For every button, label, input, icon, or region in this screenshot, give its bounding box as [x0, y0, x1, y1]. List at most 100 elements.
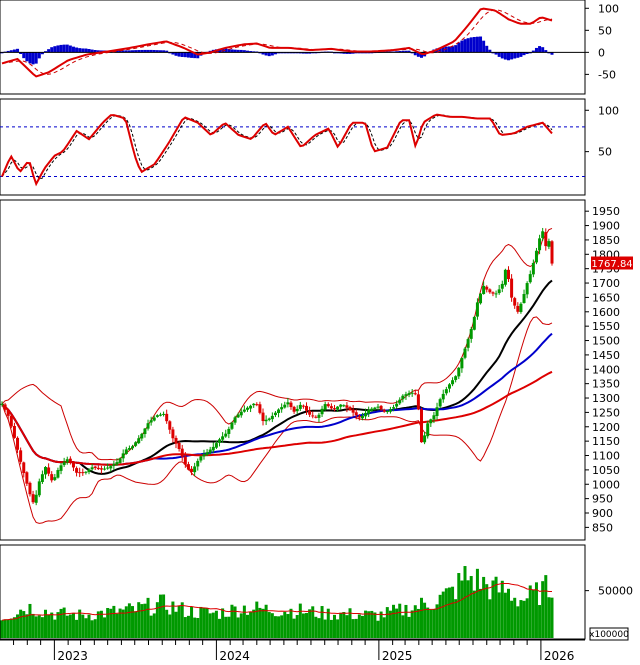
macd-hist-bar — [444, 46, 448, 53]
volume-bar — [155, 602, 159, 638]
macd-hist-bar — [513, 52, 517, 59]
macd-hist-bar — [249, 51, 253, 53]
candle-body — [320, 408, 324, 415]
candle-body — [75, 468, 79, 473]
volume-bar — [146, 597, 150, 638]
volume-bar — [239, 613, 243, 638]
macd-hist-bar — [270, 52, 274, 56]
candle-body — [115, 462, 119, 465]
volume-bar — [230, 604, 234, 638]
volume-bar — [364, 610, 368, 638]
volume-bar — [258, 607, 262, 638]
macd-hist-bar — [345, 52, 349, 54]
candle-body — [525, 283, 529, 295]
candle-body — [494, 293, 498, 295]
macd-hist-bar — [252, 51, 256, 53]
volume-bar — [370, 610, 374, 638]
macd-hist-bar — [469, 37, 473, 53]
macd-hist-bar — [118, 50, 122, 53]
candle-body — [165, 413, 169, 422]
volume-bar — [174, 611, 178, 638]
candle-body — [171, 429, 175, 439]
candle-body — [444, 389, 448, 394]
volume-bar — [345, 615, 349, 638]
volume-bar — [165, 609, 169, 638]
macd-hist-bar — [162, 50, 166, 53]
macd-hist-bar — [121, 50, 125, 53]
volume-unit-label: x100000 — [589, 630, 629, 640]
volume-bar — [221, 608, 225, 638]
x-tick-label: 2023 — [57, 649, 88, 663]
macd-hist-bar — [482, 40, 486, 53]
macd-hist-bar — [466, 38, 470, 53]
volume-bar — [457, 573, 461, 638]
stochastic-line — [1, 113, 553, 187]
volume-bar — [193, 617, 197, 638]
candle-body — [373, 407, 377, 409]
macd-hist-bar — [348, 52, 352, 54]
candle-body — [317, 414, 321, 418]
volume-bar — [162, 594, 166, 638]
macd-hist-bar — [25, 52, 29, 62]
last-price-tag-bg — [591, 256, 633, 270]
volume-bar — [525, 598, 529, 638]
candle-body — [500, 283, 504, 289]
price-tick-label: 1100 — [592, 450, 620, 463]
volume-bar — [143, 603, 147, 638]
volume-bar — [19, 609, 23, 638]
volume-bar — [491, 580, 495, 638]
candle-body — [407, 393, 411, 395]
candle-body — [252, 403, 256, 406]
macd-hist-bar — [137, 50, 141, 53]
candle-body — [357, 415, 361, 418]
volume-bar — [236, 617, 240, 638]
volume-bar — [75, 619, 79, 638]
macd-hist-bar — [301, 52, 305, 54]
bollinger-lower — [1, 316, 553, 524]
candle-body — [137, 438, 141, 444]
candle-body — [410, 392, 414, 394]
candle-body — [292, 406, 296, 412]
candle-body — [224, 433, 228, 437]
candle-body — [497, 289, 501, 294]
volume-bar — [255, 601, 259, 638]
candle-body — [466, 339, 470, 348]
stochastic-frame — [0, 98, 586, 196]
macd-hist-bar — [81, 48, 85, 53]
candle-body — [308, 410, 312, 415]
candle-body — [513, 298, 517, 306]
candle-body — [460, 357, 464, 369]
volume-bar — [186, 615, 190, 638]
candle-body — [510, 278, 514, 298]
volume-bar — [429, 609, 433, 638]
macd-hist-bar — [127, 50, 131, 53]
volume-bar — [205, 608, 209, 638]
candle-body — [143, 428, 147, 435]
macd-hist-bar — [53, 46, 57, 53]
volume-bar — [385, 607, 389, 638]
volume-bar — [317, 618, 321, 638]
candle-body — [482, 285, 486, 295]
candle-body — [339, 404, 343, 407]
volume-bar — [488, 599, 492, 638]
volume-bar — [410, 610, 414, 638]
ma-long-line — [1, 370, 553, 466]
volume-bar — [547, 597, 551, 638]
volume-bar — [407, 616, 411, 638]
price-tick-label: 1400 — [592, 363, 620, 376]
candle-body — [283, 404, 287, 408]
candle-body — [258, 404, 262, 413]
candle-body — [199, 456, 203, 461]
volume-bar — [62, 607, 66, 638]
volume-bar — [261, 608, 265, 638]
volume-bar — [177, 605, 181, 638]
candle-body — [208, 449, 212, 453]
macd-hist-bar — [158, 50, 162, 53]
macd-hist-bar — [180, 52, 184, 57]
macd-tick-label: 100 — [598, 2, 619, 15]
candle-body — [230, 422, 234, 429]
volume-bar — [460, 580, 464, 638]
candle-body — [31, 494, 35, 503]
candle-body — [429, 419, 433, 424]
volume-bar — [494, 576, 498, 638]
